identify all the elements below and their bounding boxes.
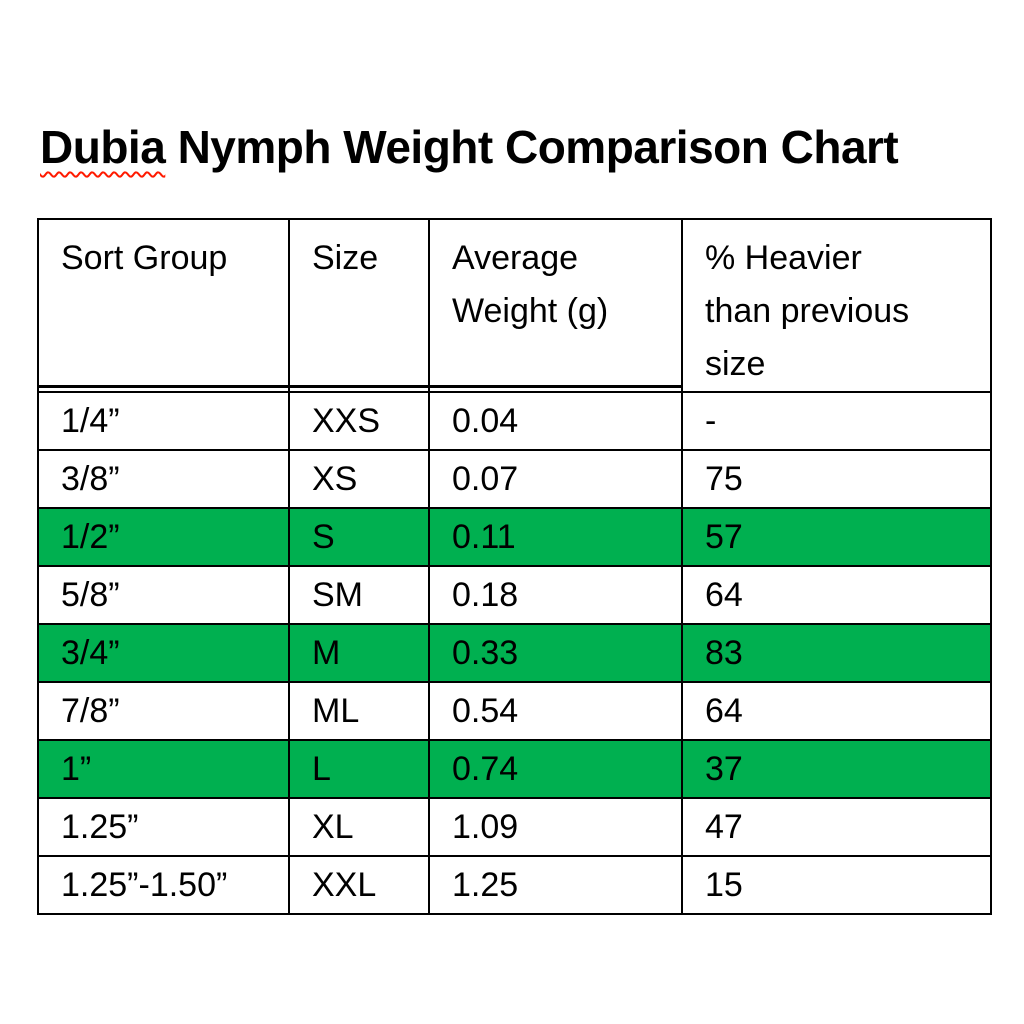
column-header-label: size xyxy=(705,345,766,383)
table-row: 7/8” ML 0.54 64 xyxy=(37,681,992,741)
cell-size: ML xyxy=(288,681,430,741)
cell-avg-weight: 0.54 xyxy=(428,681,683,741)
page-title: Dubia Nymph Weight Comparison Chart xyxy=(40,120,899,174)
cell-pct-heavier: 57 xyxy=(681,507,992,567)
cell-pct-heavier: 64 xyxy=(681,681,992,741)
cell-size: L xyxy=(288,739,430,799)
cell-sort-group: 3/8” xyxy=(37,449,290,509)
table-row: 1/4” XXS 0.04 - xyxy=(37,391,992,451)
table-row: 1.25” XL 1.09 47 xyxy=(37,797,992,857)
cell-size: SM xyxy=(288,565,430,625)
cell-size: S xyxy=(288,507,430,567)
column-header-label: Size xyxy=(312,239,379,277)
cell-sort-group: 5/8” xyxy=(37,565,290,625)
cell-sort-group: 1/2” xyxy=(37,507,290,567)
column-header-label: Average xyxy=(452,239,579,277)
column-header-percent-heavier: % Heavier than previous size xyxy=(681,218,992,393)
column-header-size: Size xyxy=(288,218,430,393)
column-header-average-weight: Average Weight (g) xyxy=(428,218,683,393)
cell-sort-group: 1.25”-1.50” xyxy=(37,855,290,915)
cell-pct-heavier: 64 xyxy=(681,565,992,625)
cell-size: XXS xyxy=(288,391,430,451)
cell-pct-heavier: 47 xyxy=(681,797,992,857)
misspelled-word-dubia: Dubia xyxy=(40,121,166,173)
table-row-highlighted: 1/2” S 0.11 57 xyxy=(37,507,992,567)
cell-sort-group: 7/8” xyxy=(37,681,290,741)
table-row: 3/8” XS 0.07 75 xyxy=(37,449,992,509)
cell-avg-weight: 0.18 xyxy=(428,565,683,625)
column-header-label: than previous xyxy=(705,292,910,330)
table-row: 1.25”-1.50” XXL 1.25 15 xyxy=(37,855,992,915)
column-header-sort-group: Sort Group xyxy=(37,218,290,393)
cell-pct-heavier: 83 xyxy=(681,623,992,683)
cell-avg-weight: 0.74 xyxy=(428,739,683,799)
cell-sort-group: 1” xyxy=(37,739,290,799)
table-header-row: Sort Group Size Average Weight (g) % Hea… xyxy=(37,218,992,393)
column-header-label: Weight (g) xyxy=(452,292,609,330)
cell-size: XXL xyxy=(288,855,430,915)
table-row: 5/8” SM 0.18 64 xyxy=(37,565,992,625)
cell-pct-heavier: 75 xyxy=(681,449,992,509)
cell-pct-heavier: 37 xyxy=(681,739,992,799)
cell-avg-weight: 0.11 xyxy=(428,507,683,567)
cell-avg-weight: 0.04 xyxy=(428,391,683,451)
page-title-rest: Nymph Weight Comparison Chart xyxy=(177,121,899,173)
column-header-label: % Heavier xyxy=(705,239,862,277)
cell-pct-heavier: 15 xyxy=(681,855,992,915)
cell-size: M xyxy=(288,623,430,683)
cell-avg-weight: 0.07 xyxy=(428,449,683,509)
weight-comparison-table: Sort Group Size Average Weight (g) % Hea… xyxy=(37,218,992,915)
cell-size: XS xyxy=(288,449,430,509)
cell-avg-weight: 1.25 xyxy=(428,855,683,915)
cell-sort-group: 1/4” xyxy=(37,391,290,451)
table-row-highlighted: 3/4” M 0.33 83 xyxy=(37,623,992,683)
column-header-label: Sort Group xyxy=(61,239,228,277)
cell-sort-group: 3/4” xyxy=(37,623,290,683)
cell-avg-weight: 0.33 xyxy=(428,623,683,683)
header-double-rule xyxy=(37,385,683,388)
cell-avg-weight: 1.09 xyxy=(428,797,683,857)
table-row-highlighted: 1” L 0.74 37 xyxy=(37,739,992,799)
cell-size: XL xyxy=(288,797,430,857)
cell-sort-group: 1.25” xyxy=(37,797,290,857)
cell-pct-heavier: - xyxy=(681,391,992,451)
